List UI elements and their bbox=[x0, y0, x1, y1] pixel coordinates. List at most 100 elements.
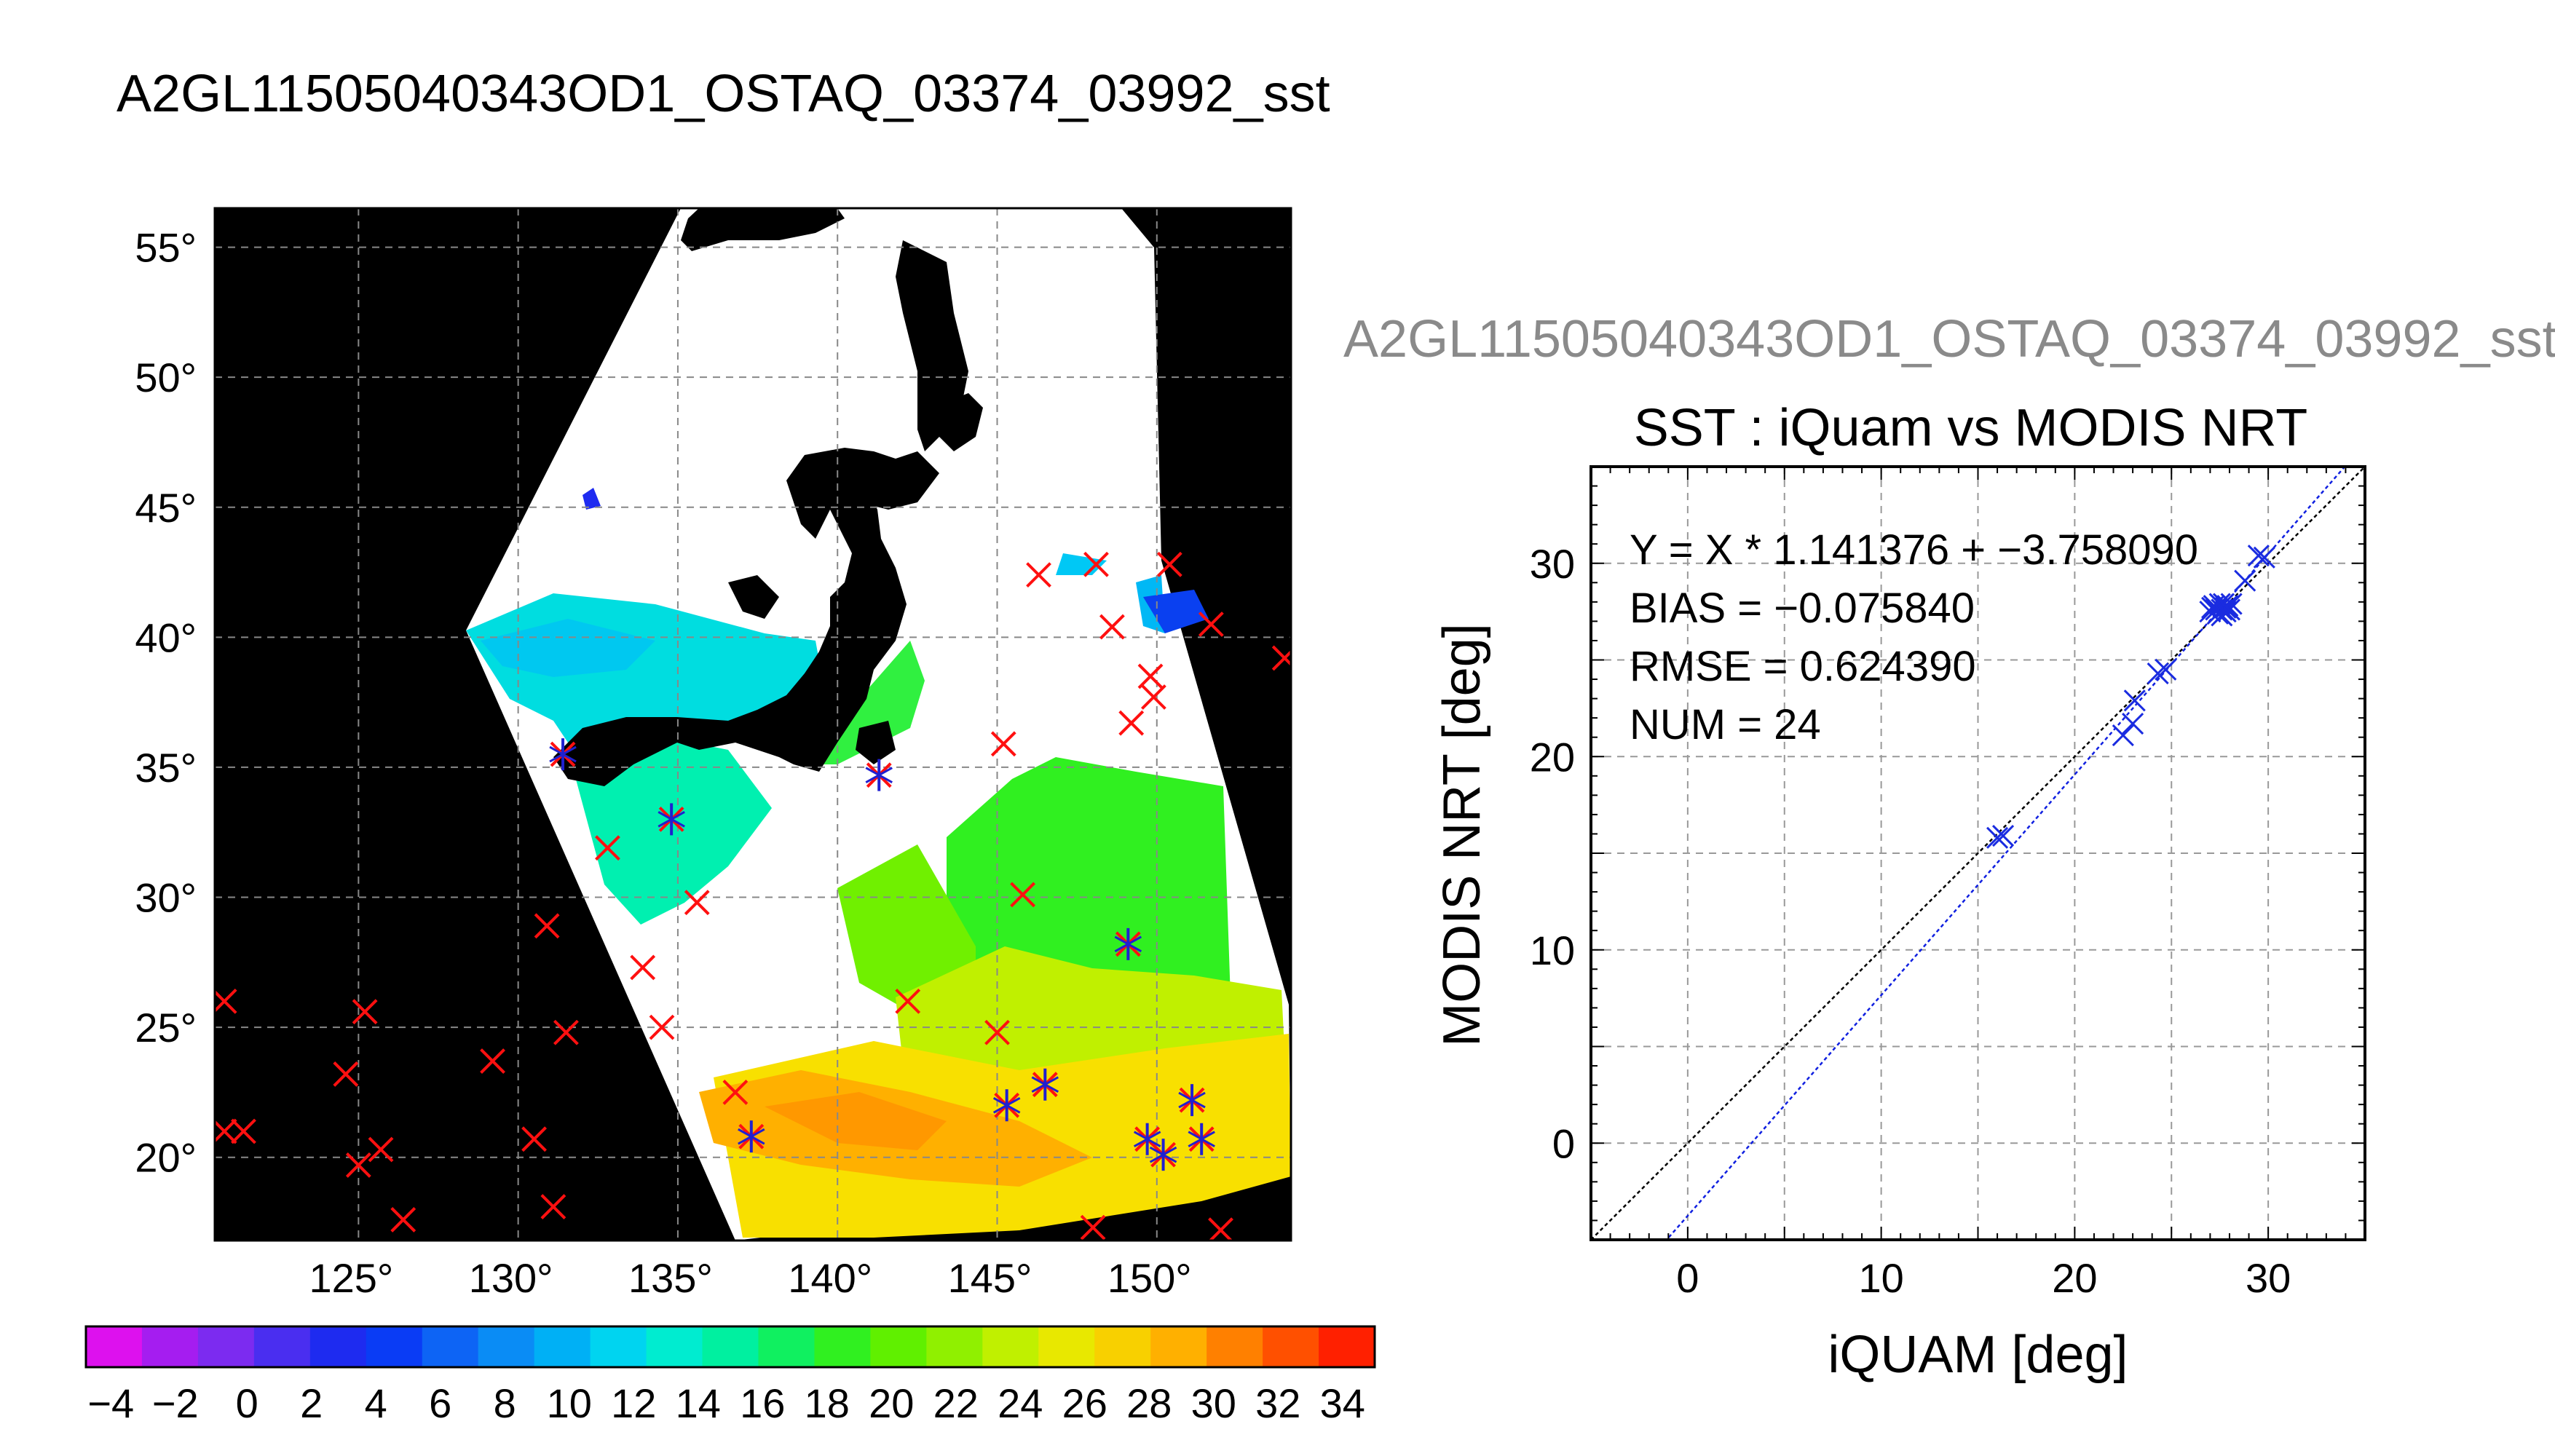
colorbar-swatch bbox=[366, 1326, 423, 1367]
red-marker bbox=[231, 1118, 256, 1144]
land-mass bbox=[728, 575, 779, 619]
colorbar-swatch bbox=[309, 1326, 367, 1367]
red-marker bbox=[1010, 882, 1036, 908]
red-marker bbox=[1198, 612, 1224, 637]
colorbar-tick-label: 4 bbox=[365, 1380, 387, 1426]
colorbar-tick-label: −2 bbox=[152, 1380, 199, 1426]
colorbar-tick-label: 2 bbox=[300, 1380, 323, 1426]
blue-marker bbox=[992, 1096, 1021, 1114]
colorbar-tick-label: 10 bbox=[547, 1380, 592, 1426]
map-lat-tick-label: 35° bbox=[135, 745, 197, 791]
colorbar-swatch bbox=[478, 1326, 535, 1367]
colorbar-tick-label: 16 bbox=[740, 1380, 785, 1426]
colorbar-swatch bbox=[253, 1326, 311, 1367]
scatter-y-tick-label: 30 bbox=[1530, 541, 1575, 587]
stats-line: Y = X * 1.141376 + −3.758090 bbox=[1630, 526, 2198, 574]
map-lat-tick-label: 30° bbox=[135, 875, 197, 921]
colorbar-tick-label: −4 bbox=[87, 1380, 134, 1426]
red-marker bbox=[390, 1207, 416, 1233]
scatter-point bbox=[2122, 713, 2144, 735]
red-marker bbox=[722, 1079, 749, 1105]
red-marker bbox=[352, 999, 378, 1025]
blue-marker bbox=[1178, 1091, 1206, 1109]
blue-marker bbox=[657, 811, 685, 828]
sst-patch bbox=[583, 488, 601, 510]
blue-marker bbox=[865, 767, 893, 783]
map-frame bbox=[213, 207, 1292, 1242]
colorbar-swatch bbox=[86, 1326, 143, 1367]
identity-line bbox=[1591, 467, 2365, 1240]
red-marker bbox=[368, 1136, 394, 1163]
sst-patch bbox=[823, 641, 925, 764]
colorbar-tick-label: 28 bbox=[1126, 1380, 1172, 1426]
colorbar-swatch bbox=[814, 1326, 871, 1367]
red-marker bbox=[480, 1048, 505, 1074]
red-marker bbox=[684, 890, 710, 916]
scatter-point bbox=[2147, 662, 2169, 685]
colorbar-swatch bbox=[758, 1326, 815, 1367]
scatter-y-label: MODIS NRT [deg] bbox=[1433, 623, 1491, 1047]
map-lon-tick-label: 150° bbox=[1107, 1255, 1192, 1301]
scatter-title: SST : iQuam vs MODIS NRT bbox=[1634, 399, 2308, 457]
scatter-point bbox=[2112, 724, 2134, 747]
sst-patch bbox=[481, 619, 655, 677]
blue-marker bbox=[738, 1128, 765, 1145]
colorbar-tick-label: 20 bbox=[869, 1380, 914, 1426]
sst-patch bbox=[1143, 590, 1209, 633]
red-marker bbox=[630, 954, 656, 981]
colorbar-tick-label: 22 bbox=[933, 1380, 979, 1426]
blue-marker bbox=[1188, 1131, 1215, 1148]
scatter-x-label: iQUAM [deg] bbox=[1828, 1326, 2128, 1384]
red-marker bbox=[333, 1061, 359, 1087]
colorbar-tick-label: 6 bbox=[429, 1380, 451, 1426]
red-marker bbox=[895, 988, 921, 1014]
red-marker bbox=[1026, 562, 1051, 588]
map-lat-tick-label: 50° bbox=[135, 355, 197, 400]
colorbar-tick-label: 12 bbox=[611, 1380, 656, 1426]
colorbar-tick-label: 30 bbox=[1191, 1380, 1236, 1426]
red-marker bbox=[215, 1118, 237, 1143]
land-mass bbox=[553, 451, 907, 786]
colorbar-swatch bbox=[1150, 1326, 1207, 1367]
colorbar-swatch bbox=[646, 1326, 703, 1367]
scatter-file-title: A2GL11505040343OD1_OSTAQ_03374_03992_sst bbox=[1343, 310, 2555, 368]
red-marker bbox=[1156, 551, 1182, 577]
scatter-x-tick-label: 0 bbox=[1676, 1255, 1699, 1301]
sst-patch bbox=[837, 844, 976, 1012]
stats-line: RMSE = 0.624390 bbox=[1630, 643, 1976, 690]
scatter-x-tick-label: 30 bbox=[2246, 1255, 2291, 1301]
stats-line: BIAS = −0.075840 bbox=[1630, 585, 1975, 632]
scatter-plot-area bbox=[1591, 467, 2365, 1240]
red-marker bbox=[345, 1152, 371, 1178]
red-marker bbox=[215, 988, 237, 1013]
map-lon-tick-label: 130° bbox=[469, 1255, 553, 1301]
scatter-x-tick-label: 10 bbox=[1858, 1255, 1903, 1301]
scatter-point bbox=[2220, 593, 2243, 615]
blue-marker bbox=[1133, 1131, 1161, 1148]
red-marker bbox=[595, 835, 620, 861]
scatter-y-tick-label: 0 bbox=[1552, 1120, 1575, 1166]
colorbar-tick-label: 26 bbox=[1062, 1380, 1107, 1426]
scatter-y-tick-label: 10 bbox=[1530, 927, 1575, 973]
colorbar-swatch bbox=[982, 1326, 1039, 1367]
map-lat-tick-label: 20° bbox=[135, 1135, 197, 1181]
colorbar-swatch bbox=[702, 1326, 759, 1367]
land-mass bbox=[932, 393, 983, 451]
scatter-x-tick-label: 20 bbox=[2052, 1255, 2097, 1301]
colorbar-swatch bbox=[1319, 1326, 1375, 1367]
scatter-point bbox=[2123, 689, 2146, 712]
scatter-point bbox=[1991, 825, 2015, 847]
map-lat-tick-label: 55° bbox=[135, 225, 197, 271]
red-marker bbox=[1099, 614, 1125, 640]
red-marker bbox=[540, 1194, 566, 1219]
map-lon-tick-label: 135° bbox=[628, 1255, 713, 1301]
map-lat-tick-label: 40° bbox=[135, 614, 197, 660]
blue-marker bbox=[1149, 1146, 1177, 1163]
land-mass bbox=[856, 721, 896, 764]
red-marker bbox=[1118, 710, 1145, 736]
map-lat-tick-label: 25° bbox=[135, 1005, 197, 1051]
red-marker bbox=[1137, 663, 1164, 689]
colorbar-swatch bbox=[422, 1326, 479, 1367]
